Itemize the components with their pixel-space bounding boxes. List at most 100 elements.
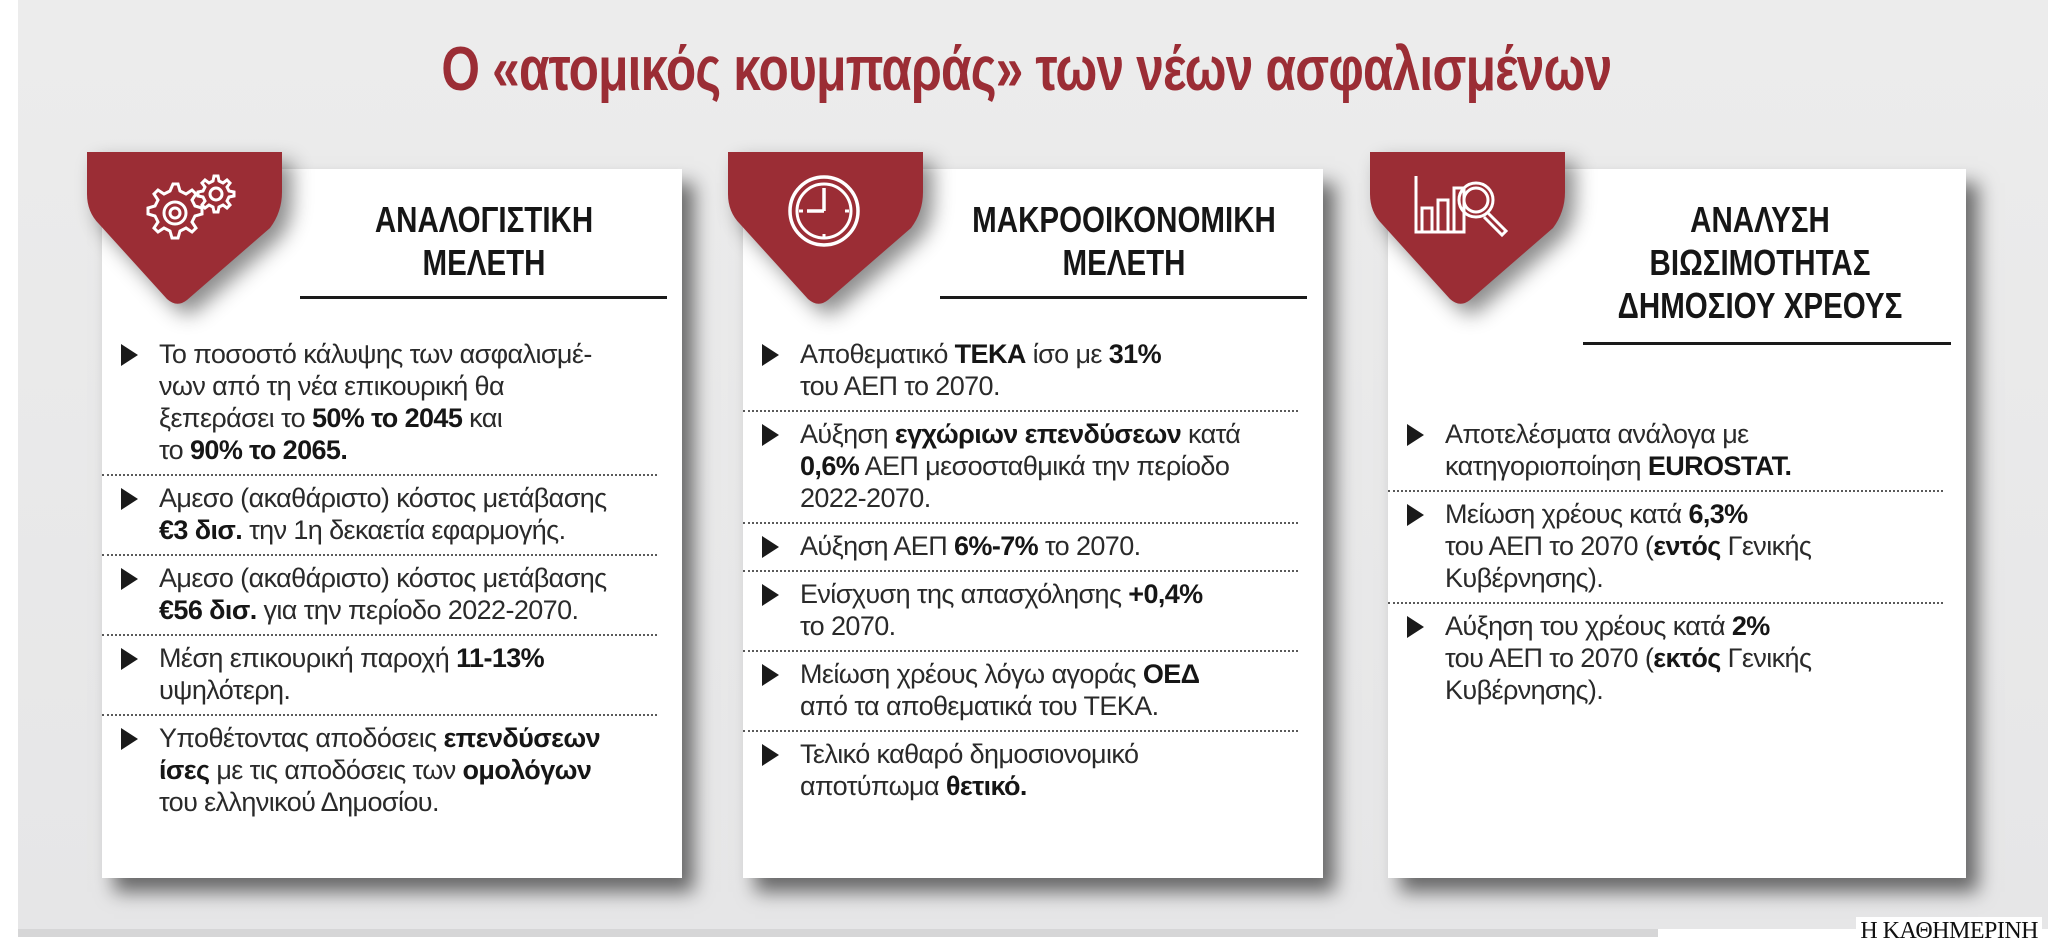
bullet-text: Αποτελέσματα ανάλογα με κατηγοριοποίηση … [1445, 418, 1943, 482]
card-1-tab [87, 152, 282, 305]
text: Αύξηση του χρέους κατά [1445, 611, 1732, 641]
bullet-triangle-icon [121, 728, 138, 750]
bullet-text: Μέση επικουρική παροχή 11-13% υψηλότερη. [159, 642, 657, 706]
bold-text: ΟΕΔ [1142, 659, 1200, 689]
bullet-text: Ενίσχυση της απασχόλησης +0,4% το 2070. [800, 578, 1298, 642]
list-item: Μείωση χρέους κατά 6,3% του ΑΕΠ το 2070 … [1388, 492, 1943, 604]
bold-text: +0,4% [1128, 579, 1203, 609]
list-item: Αύξηση εγχώριων επενδύσεων κατά 0,6% ΑΕΠ… [743, 412, 1298, 524]
bullet-text: Τελικό καθαρό δημοσιονομικό αποτύπωμα θε… [800, 738, 1298, 802]
card-1-bullet-list: Το ποσοστό κάλυψης των ασφαλισμέ- νων απ… [102, 332, 657, 826]
bold-text: 0,6% [800, 451, 860, 481]
card-3-bullet-list: Αποτελέσματα ανάλογα με κατηγοριοποίηση … [1388, 412, 1943, 714]
text: υψηλότερη. [159, 675, 291, 705]
heading-underline [1583, 342, 1951, 345]
card-1-heading: ΑΝΑΛΟΓΙΣΤΙΚΗ ΜΕΛΕΤΗ [298, 198, 670, 284]
publisher-logo: Η ΚΑΘΗΜΕΡΙΝΗ [1856, 917, 2042, 945]
text: την 1η δεκαετία εφαρμογής. [242, 515, 566, 545]
text: με τις αποδόσεις των [209, 755, 463, 785]
list-item: Αποθεματικό ΤΕΚΑ ίσο με 31% του ΑΕΠ το 2… [743, 332, 1298, 412]
bullet-text: Αύξηση ΑΕΠ 6%-7% το 2070. [800, 530, 1298, 562]
heading-line: ΜΕΛΕΤΗ [1062, 242, 1186, 283]
bullet-text: Το ποσοστό κάλυψης των ασφαλισμέ- νων απ… [159, 338, 657, 466]
bar-chart-magnifier-icon [1414, 176, 1509, 238]
text: Μέση επικουρική παροχή [159, 643, 457, 673]
bullet-text: Μείωση χρέους κατά 6,3% του ΑΕΠ το 2070 … [1445, 498, 1943, 594]
list-item: Τελικό καθαρό δημοσιονομικό αποτύπωμα θε… [743, 732, 1298, 810]
text: ΑΕΠ μεσοσταθμικά την περίοδο 2022-2070. [800, 451, 1230, 513]
text: Αμεσο (ακαθάριστο) κόστος μετάβασης [159, 483, 607, 513]
bullet-text: Αύξηση εγχώριων επενδύσεων κατά 0,6% ΑΕΠ… [800, 418, 1298, 514]
bullet-triangle-icon [1407, 504, 1424, 526]
bullet-triangle-icon [121, 488, 138, 510]
bullet-text: Αμεσο (ακαθάριστο) κόστος μετάβασης €3 δ… [159, 482, 657, 546]
bold-text: 11-13% [456, 643, 545, 673]
card-2-bullet-list: Αποθεματικό ΤΕΚΑ ίσο με 31% του ΑΕΠ το 2… [743, 332, 1298, 810]
bold-text: εντός [1653, 531, 1721, 561]
bullet-triangle-icon [762, 424, 779, 446]
bold-text: EUROSTAT. [1647, 451, 1792, 481]
bullet-triangle-icon [1407, 424, 1424, 446]
card-2-heading: ΜΑΚΡΟΟΙΚΟΝΟΜΙΚΗ ΜΕΛΕΤΗ [938, 198, 1310, 284]
heading-line: ΔΗΜΟΣΙΟΥ ΧΡΕΟΥΣ [1617, 285, 1903, 326]
text: του ΑΕΠ το 2070. [800, 371, 1000, 401]
list-item: Το ποσοστό κάλυψης των ασφαλισμέ- νων απ… [102, 332, 657, 476]
card-2-tab [728, 152, 923, 305]
bullet-triangle-icon [762, 664, 779, 686]
clock-icon [788, 175, 860, 247]
text: το 2070. [1038, 531, 1141, 561]
card-3-heading: ΑΝΑΛΥΣΗ ΒΙΩΣΙΜΟΤΗΤΑΣ ΔΗΜΟΣΙΟΥ ΧΡΕΟΥΣ [1560, 198, 1960, 327]
bullet-text: Αύξηση του χρέους κατά 2% του ΑΕΠ το 207… [1445, 610, 1943, 706]
text: του ΑΕΠ το 2070 ( [1445, 643, 1654, 673]
bold-text: εγχώριων επενδύσεων [894, 419, 1182, 449]
heading-underline [300, 296, 667, 299]
text: του ΑΕΠ το 2070 ( [1445, 531, 1654, 561]
list-item: Αύξηση ΑΕΠ 6%-7% το 2070. [743, 524, 1298, 572]
list-item: Αύξηση του χρέους κατά 2% του ΑΕΠ το 207… [1388, 604, 1943, 714]
bullet-text: Αμεσο (ακαθάριστο) κόστος μετάβασης €56 … [159, 562, 657, 626]
text: από τα αποθεματικά του ΤΕΚΑ. [800, 691, 1159, 721]
text: Αποτελέσματα ανάλογα με κατηγοριοποίηση [1445, 419, 1749, 481]
text: Αύξηση ΑΕΠ [800, 531, 954, 561]
text: κατά [1188, 419, 1241, 449]
list-item: Μέση επικουρική παροχή 11-13% υψηλότερη. [102, 636, 657, 716]
bullet-triangle-icon [1407, 616, 1424, 638]
bold-text: €56 δισ. [159, 595, 257, 625]
bold-text: 90% το 2065. [190, 435, 348, 465]
list-item: Αποτελέσματα ανάλογα με κατηγοριοποίηση … [1388, 412, 1943, 492]
bullet-triangle-icon [121, 648, 138, 670]
heading-line: ΑΝΑΛΥΣΗ [1690, 199, 1830, 240]
heading-line: ΜΑΚΡΟΟΙΚΟΝΟΜΙΚΗ [972, 199, 1276, 240]
list-item: Ενίσχυση της απασχόλησης +0,4% το 2070. [743, 572, 1298, 652]
bold-text: 6%-7% [954, 531, 1039, 561]
list-item: Αμεσο (ακαθάριστο) κόστος μετάβασης €56 … [102, 556, 657, 636]
text: Μείωση χρέους λόγω αγοράς [800, 659, 1143, 689]
bullet-text: Αποθεματικό ΤΕΚΑ ίσο με 31% του ΑΕΠ το 2… [800, 338, 1298, 402]
heading-underline [940, 296, 1307, 299]
text: Το ποσοστό κάλυψης των ασφαλισμέ- νων απ… [159, 339, 592, 433]
text: και το [159, 403, 503, 465]
text: Γενικής Κυβέρνησης). [1445, 531, 1812, 593]
list-item: Υποθέτοντας αποδόσεις επενδύσεων ίσες με… [102, 716, 657, 826]
bullet-triangle-icon [762, 536, 779, 558]
text: για την περίοδο 2022-2070. [256, 595, 580, 625]
bold-text: ομολόγων [462, 755, 592, 785]
bottom-strip [18, 929, 1658, 937]
bold-text: 31% [1108, 339, 1162, 369]
list-item: Αμεσο (ακαθάριστο) κόστος μετάβασης €3 δ… [102, 476, 657, 556]
heading-line: ΜΕΛΕΤΗ [422, 242, 546, 283]
heading-line: ΑΝΑΛΟΓΙΣΤΙΚΗ [374, 199, 594, 240]
bold-text: €3 δισ. [159, 515, 243, 545]
bold-text: 6,3% [1688, 499, 1748, 529]
bullet-triangle-icon [762, 344, 779, 366]
bullet-triangle-icon [762, 584, 779, 606]
bold-text: 50% το 2045 [311, 403, 463, 433]
text: του ελληνικού Δημοσίου. [159, 787, 439, 817]
heading-line: ΒΙΩΣΙΜΟΤΗΤΑΣ [1649, 242, 1871, 283]
bold-text: επενδύσεων ίσες [159, 723, 601, 785]
text: το 2070. [800, 611, 896, 641]
list-item: Μείωση χρέους λόγω αγοράς ΟΕΔ από τα απο… [743, 652, 1298, 732]
card-3-tab [1370, 152, 1565, 305]
bullet-triangle-icon [762, 744, 779, 766]
bold-text: εκτός [1653, 643, 1721, 673]
